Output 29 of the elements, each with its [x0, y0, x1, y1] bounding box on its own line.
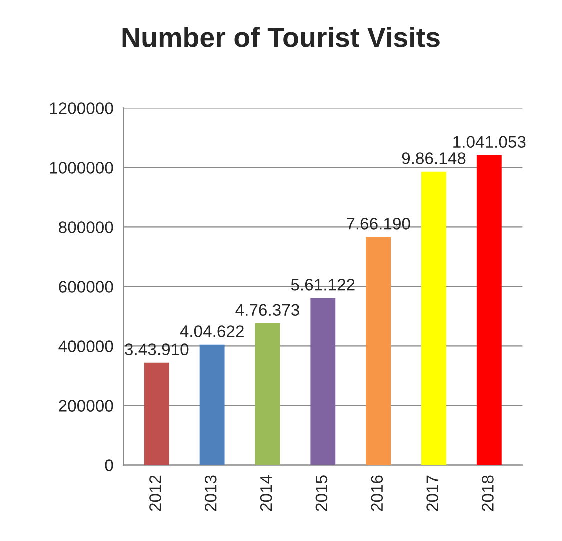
x-tick-label: 2015 — [316, 476, 328, 512]
x-tick-label: 2014 — [260, 475, 272, 512]
x-tick-label: 2017 — [426, 476, 438, 512]
bar — [200, 344, 225, 466]
x-tick-label: 2012 — [150, 476, 162, 512]
bar — [144, 362, 170, 466]
x-tick-label: 2013 — [204, 476, 217, 512]
data-label: 9.86.148 — [402, 152, 466, 164]
data-label: 1.041.053 — [454, 136, 526, 148]
data-label: 3.43.910 — [125, 344, 189, 356]
bar — [255, 324, 280, 466]
y-tick-label: 200000 — [59, 400, 114, 412]
bar — [366, 237, 392, 466]
data-label: 4.76.373 — [236, 304, 300, 316]
y-tick-label: 400000 — [58, 340, 114, 352]
bar — [422, 172, 446, 466]
bar — [476, 155, 502, 466]
y-tick-label: 800000 — [59, 222, 114, 234]
data-label: 5.61.122 — [291, 279, 355, 291]
y-tick-label: 1200000 — [50, 102, 114, 114]
data-label: 7.66.190 — [346, 218, 410, 230]
y-tick-label: 600000 — [59, 281, 114, 293]
x-tick-label: 2018 — [482, 476, 494, 512]
bar — [310, 298, 336, 466]
y-tick-label: 1000000 — [50, 162, 114, 174]
chart-title: Number of Tourist Visits — [122, 27, 440, 48]
y-tick-label: 0 — [105, 460, 114, 472]
data-label: 4.04.622 — [180, 326, 244, 338]
x-tick-label: 2016 — [371, 476, 384, 512]
